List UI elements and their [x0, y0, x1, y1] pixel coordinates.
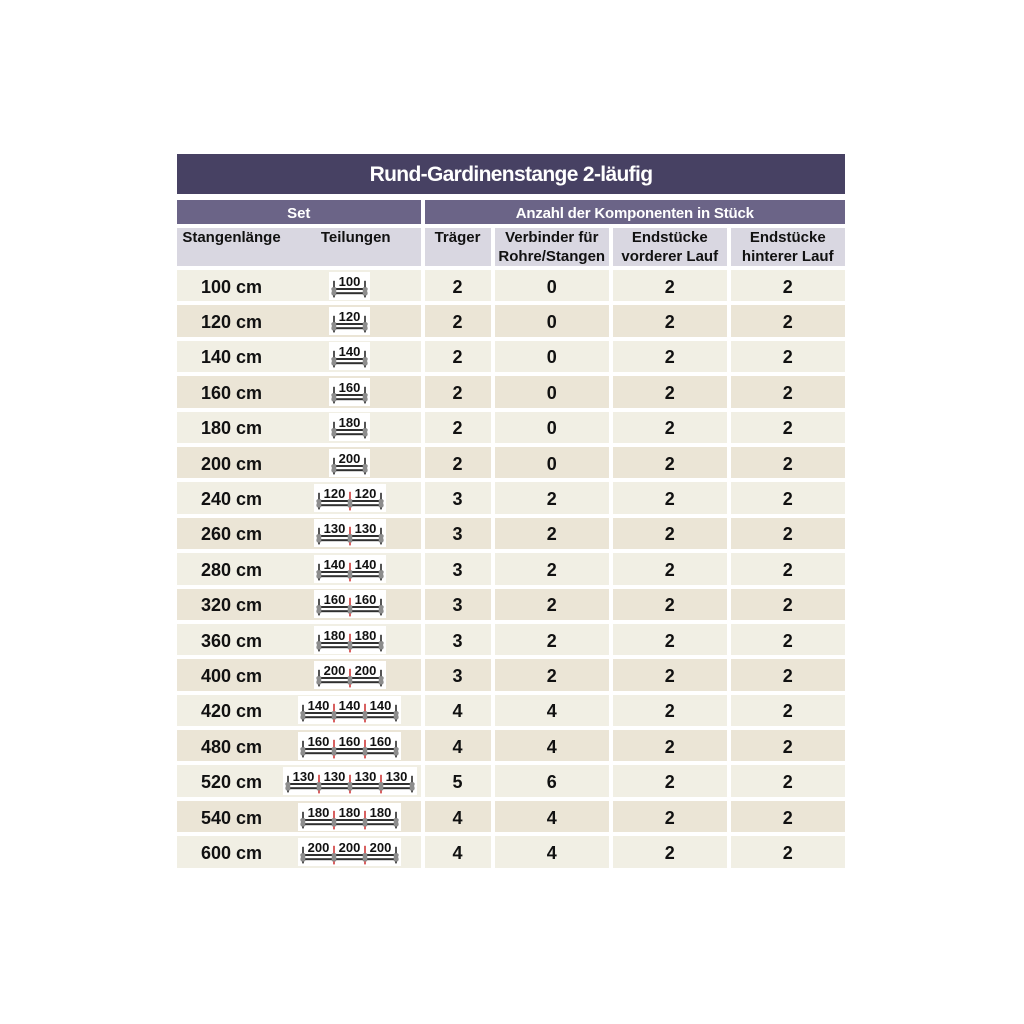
svg-text:130: 130: [354, 521, 376, 536]
svg-text:140: 140: [339, 344, 361, 359]
svg-text:200: 200: [323, 663, 345, 678]
svg-text:180: 180: [339, 804, 361, 819]
svg-text:140: 140: [339, 698, 361, 713]
svg-text:200: 200: [339, 840, 361, 855]
svg-text:120: 120: [323, 486, 345, 501]
svg-text:130: 130: [323, 521, 345, 536]
svg-text:160: 160: [354, 592, 376, 607]
svg-text:180: 180: [308, 804, 330, 819]
svg-text:140: 140: [308, 698, 330, 713]
svg-text:200: 200: [354, 663, 376, 678]
svg-text:200: 200: [339, 451, 361, 466]
svg-text:130: 130: [354, 769, 376, 784]
svg-text:180: 180: [354, 627, 376, 642]
svg-text:160: 160: [370, 734, 392, 749]
svg-text:130: 130: [385, 769, 407, 784]
svg-text:120: 120: [339, 309, 361, 324]
svg-text:140: 140: [370, 698, 392, 713]
svg-text:160: 160: [339, 734, 361, 749]
svg-text:160: 160: [323, 592, 345, 607]
svg-text:200: 200: [308, 840, 330, 855]
svg-text:140: 140: [354, 557, 376, 572]
svg-text:160: 160: [308, 734, 330, 749]
svg-text:100: 100: [339, 274, 361, 289]
svg-text:130: 130: [292, 769, 314, 784]
svg-text:120: 120: [354, 486, 376, 501]
svg-text:180: 180: [323, 627, 345, 642]
svg-text:130: 130: [323, 769, 345, 784]
svg-text:180: 180: [339, 415, 361, 430]
svg-text:200: 200: [370, 840, 392, 855]
svg-text:180: 180: [370, 804, 392, 819]
svg-text:160: 160: [339, 380, 361, 395]
svg-text:140: 140: [323, 557, 345, 572]
